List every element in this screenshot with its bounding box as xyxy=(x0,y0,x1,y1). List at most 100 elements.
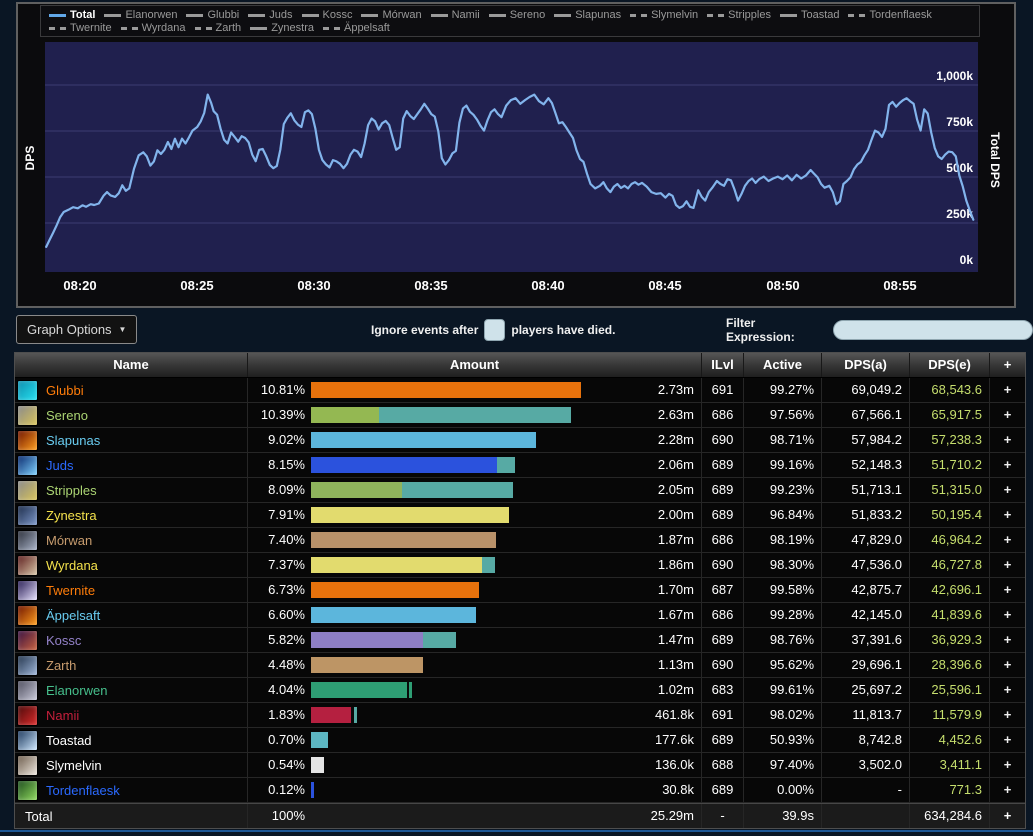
legend-item[interactable]: Namii xyxy=(430,9,480,21)
damage-percent: 8.15% xyxy=(268,457,305,472)
plot-area[interactable]: 0k 250k 500k 750k 1,000k xyxy=(45,42,978,272)
table-row: Slapunas 9.02% 2.28m 690 98.71% 57,984.2 57,23… xyxy=(15,428,1025,453)
dps-effective-cell: 41,839.6 xyxy=(909,603,989,627)
player-name-cell[interactable]: Zarth xyxy=(15,653,247,677)
legend-item[interactable]: Juds xyxy=(248,9,293,21)
player-name-cell[interactable]: Zynestra xyxy=(15,503,247,527)
column-header-dps-a[interactable]: DPS(a) xyxy=(821,353,909,377)
legend-line-swatch xyxy=(49,26,66,30)
legend-item[interactable]: Slapunas xyxy=(554,9,621,21)
column-header-active[interactable]: Active xyxy=(743,353,821,377)
legend-label: Glubbi xyxy=(207,9,240,21)
column-header-ilvl[interactable]: ILvl xyxy=(701,353,743,377)
amount-value: 1.70m xyxy=(657,582,694,597)
player-name-cell[interactable]: Mórwan xyxy=(15,528,247,552)
legend-item[interactable]: Slymelvin xyxy=(630,9,698,21)
player-name-cell[interactable]: Elanorwen xyxy=(15,678,247,702)
legend-item[interactable]: Elanorwen xyxy=(104,9,177,21)
damage-bar-segment xyxy=(422,632,456,648)
player-name: Mórwan xyxy=(46,532,93,548)
player-name-cell[interactable]: Tordenflaesk xyxy=(15,778,247,802)
table-row: Wyrdana 7.37% 1.86m 690 98.30% 47,536.0 46,727… xyxy=(15,553,1025,578)
player-name-cell[interactable]: Sereno xyxy=(15,403,247,427)
amount-cell: 4.48% 1.13m xyxy=(247,653,701,677)
deaths-count-input[interactable] xyxy=(484,318,506,341)
legend-label: Elanorwen xyxy=(125,9,178,21)
legend-item[interactable]: Kossc xyxy=(301,9,352,21)
legend-item[interactable]: Total xyxy=(49,9,95,21)
column-header-amount[interactable]: Amount xyxy=(247,353,701,377)
column-header-expand[interactable]: + xyxy=(989,353,1025,377)
item-level-cell: 686 xyxy=(701,603,743,627)
dps-effective-cell: 771.3 xyxy=(909,778,989,802)
expand-row-button[interactable]: + xyxy=(989,678,1025,702)
damage-bar xyxy=(311,782,314,798)
damage-bar xyxy=(311,632,456,648)
legend-item[interactable]: Wyrdana xyxy=(120,22,186,34)
player-name-cell[interactable]: Stripples xyxy=(15,478,247,502)
legend-item[interactable]: Toastad xyxy=(779,9,839,21)
legend-item[interactable]: Äppelsaft xyxy=(322,22,390,34)
legend-label: Sereno xyxy=(509,9,546,21)
player-name-cell[interactable]: Juds xyxy=(15,453,247,477)
filter-expression-group: Filter Expression: xyxy=(726,316,1033,344)
expand-row-button[interactable]: + xyxy=(989,528,1025,552)
damage-bar-segment xyxy=(378,407,571,423)
player-name: Kossc xyxy=(46,632,82,648)
dps-actual-cell: 3,502.0 xyxy=(821,753,909,777)
expand-row-button[interactable]: + xyxy=(989,553,1025,577)
filter-expression-input[interactable] xyxy=(832,319,1033,340)
legend-item[interactable]: Mórwan xyxy=(361,9,422,21)
legend-line-swatch xyxy=(120,26,138,30)
legend-item[interactable]: Glubbi xyxy=(186,9,239,21)
legend-item[interactable]: Zynestra xyxy=(250,22,314,34)
legend-label: Stripples xyxy=(728,9,771,21)
player-name-cell[interactable]: Kossc xyxy=(15,628,247,652)
class-icon xyxy=(17,629,38,651)
player-name-cell[interactable]: Slapunas xyxy=(15,428,247,452)
expand-row-button[interactable]: + xyxy=(989,804,1025,828)
amount-cell: 6.73% 1.70m xyxy=(247,578,701,602)
expand-row-button[interactable]: + xyxy=(989,578,1025,602)
expand-row-button[interactable]: + xyxy=(989,653,1025,677)
expand-row-button[interactable]: + xyxy=(989,453,1025,477)
amount-cell: 4.04% 1.02m xyxy=(247,678,701,702)
expand-row-button[interactable]: + xyxy=(989,778,1025,802)
class-icon xyxy=(17,704,38,726)
expand-row-button[interactable]: + xyxy=(989,703,1025,727)
player-name-cell[interactable]: Wyrdana xyxy=(15,553,247,577)
player-name-cell[interactable]: Toastad xyxy=(15,728,247,752)
expand-row-button[interactable]: + xyxy=(989,478,1025,502)
legend-item[interactable]: Zarth xyxy=(194,22,241,34)
damage-bar xyxy=(311,707,357,723)
player-name-cell[interactable]: Glubbi xyxy=(15,378,247,402)
expand-row-button[interactable]: + xyxy=(989,628,1025,652)
expand-row-button[interactable]: + xyxy=(989,378,1025,402)
dps-graph-panel: Total Elanorwen Glubbi Juds Kossc Mórwan Namii… xyxy=(16,2,1016,308)
expand-row-button[interactable]: + xyxy=(989,753,1025,777)
legend-item[interactable]: Stripples xyxy=(707,9,771,21)
player-name: Elanorwen xyxy=(46,682,108,698)
column-header-dps-e[interactable]: DPS(e) xyxy=(909,353,989,377)
legend-item[interactable]: Sereno xyxy=(488,9,546,21)
expand-row-button[interactable]: + xyxy=(989,503,1025,527)
expand-row-button[interactable]: + xyxy=(989,603,1025,627)
player-name-cell[interactable]: Äppelsaft xyxy=(15,603,247,627)
column-header-name[interactable]: Name xyxy=(113,357,149,372)
player-name-cell[interactable]: Slymelvin xyxy=(15,753,247,777)
legend-item[interactable]: Tordenflaesk xyxy=(848,9,932,21)
damage-bar xyxy=(311,557,495,573)
graph-options-button[interactable]: Graph Options ▼ xyxy=(16,315,138,344)
dps-effective-cell: 28,396.6 xyxy=(909,653,989,677)
damage-bar xyxy=(311,582,479,598)
legend-item[interactable]: Twernite xyxy=(49,22,112,34)
player-name-cell[interactable]: Twernite xyxy=(15,578,247,602)
expand-row-button[interactable]: + xyxy=(989,728,1025,752)
player-name: Juds xyxy=(46,457,74,473)
player-name-cell[interactable]: Namii xyxy=(15,703,247,727)
amount-value: 1.87m xyxy=(657,532,694,547)
expand-row-button[interactable]: + xyxy=(989,403,1025,427)
table-body: Glubbi 10.81% 2.73m 691 99.27% 69,049.2 68,543… xyxy=(15,378,1025,828)
expand-row-button[interactable]: + xyxy=(989,428,1025,452)
damage-percent: 8.09% xyxy=(268,482,305,497)
